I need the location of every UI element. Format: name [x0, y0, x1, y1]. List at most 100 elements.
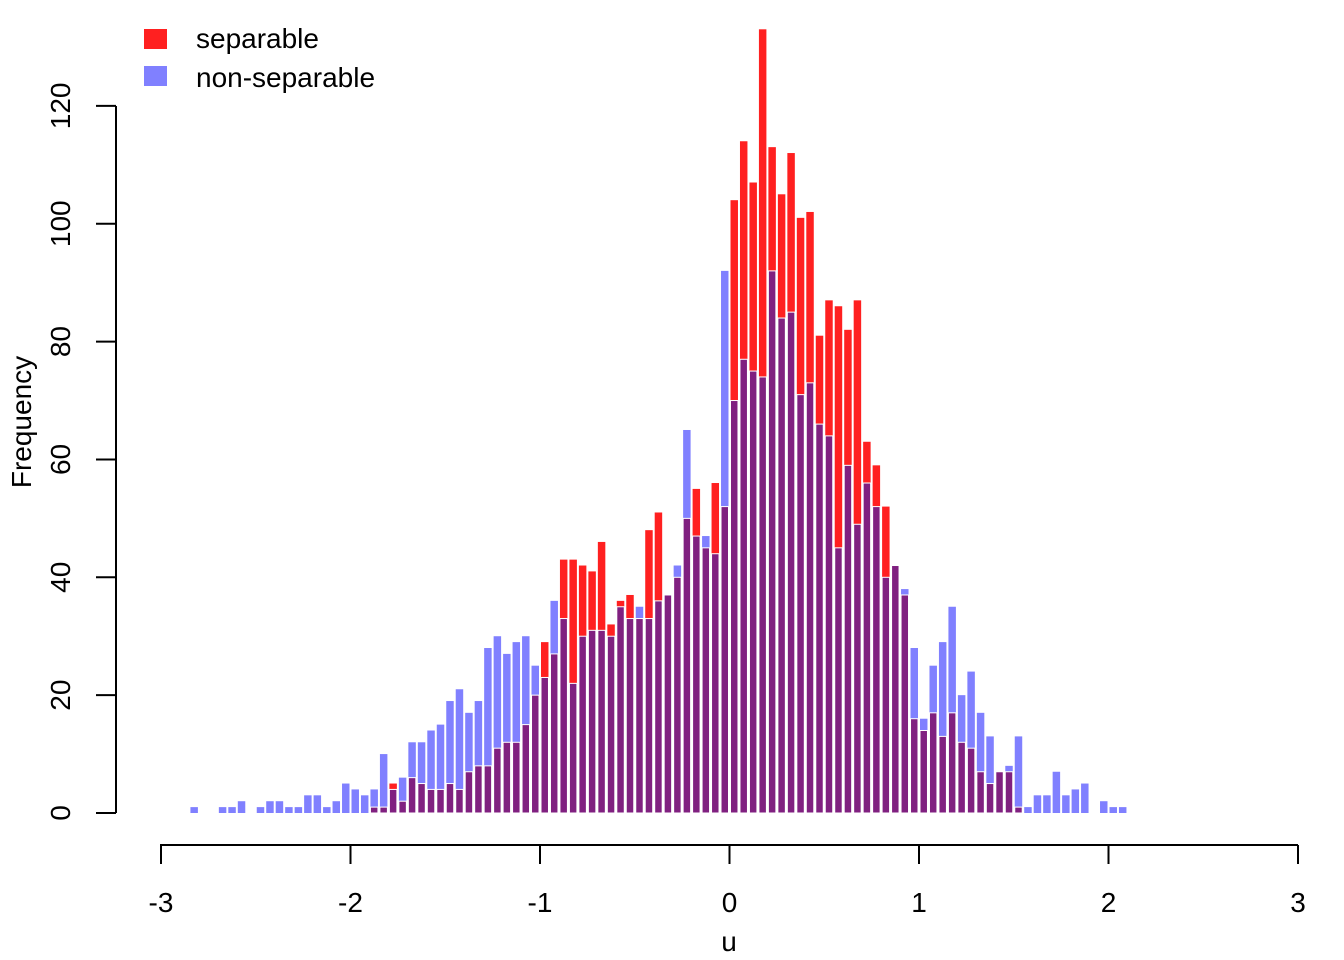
non-separable-bar — [948, 606, 956, 813]
overlap-bar — [720, 506, 730, 814]
overlap-bar — [862, 482, 872, 814]
overlap-bar — [976, 771, 985, 814]
overlap-bar — [786, 311, 796, 814]
overlap-bar — [966, 747, 976, 814]
overlap-bar — [388, 788, 398, 814]
non-separable-bar — [503, 653, 511, 813]
overlap-bar — [531, 694, 540, 814]
overlap-bar — [815, 423, 824, 814]
x-tick-label: -2 — [338, 887, 363, 918]
overlap-bar — [1004, 771, 1014, 814]
non-separable-bar — [275, 801, 284, 813]
non-separable-bar — [218, 807, 227, 813]
overlap-bar — [597, 629, 606, 814]
non-separable-bar — [256, 807, 265, 813]
overlap-bar — [663, 594, 673, 814]
non-separable-bar — [294, 807, 303, 813]
overlap-bar — [578, 635, 587, 814]
overlap-bar — [445, 783, 455, 814]
overlap-bar — [493, 747, 502, 814]
overlap-bar — [995, 771, 1004, 814]
non-separable-bar — [351, 789, 359, 813]
overlap-bar — [625, 618, 635, 814]
non-separable-bar — [1062, 795, 1070, 813]
overlap-bar — [682, 517, 692, 814]
overlap-bar — [881, 576, 891, 814]
non-separable-bar — [465, 712, 473, 813]
non-separable-bar — [493, 636, 502, 813]
non-separable-bar — [304, 795, 312, 813]
non-separable-bar — [1109, 807, 1117, 813]
overlap-bar — [474, 765, 483, 814]
non-separable-bar — [484, 648, 492, 813]
overlap-bar — [587, 629, 597, 814]
non-separable-bar — [228, 807, 236, 813]
overlap-bar — [635, 618, 644, 814]
overlap-bar — [777, 317, 786, 814]
x-tick-label: 1 — [911, 887, 927, 918]
y-tick-label: 20 — [45, 680, 76, 711]
overlap-bar — [701, 547, 711, 814]
overlap-bar — [502, 741, 512, 814]
non-separable-bar — [237, 801, 246, 813]
non-separable-bar — [379, 754, 388, 813]
legend-label-separable: separable — [196, 23, 319, 54]
y-tick-label: 0 — [45, 805, 76, 821]
overlap-bar — [616, 606, 625, 814]
overlap-bar — [805, 382, 815, 814]
non-separable-bar — [1033, 795, 1042, 813]
non-separable-bar — [417, 742, 426, 813]
overlap-bar — [654, 600, 663, 814]
non-separable-bar — [332, 801, 341, 813]
overlap-bar — [758, 376, 767, 814]
overlap-bar — [512, 741, 521, 814]
overlap-bar — [692, 535, 701, 814]
legend: separable non-separable — [144, 23, 375, 93]
non-separable-bar — [446, 701, 454, 813]
overlap-bar — [985, 783, 995, 814]
overlap-bar — [853, 523, 862, 814]
x-tick-label: -3 — [149, 887, 174, 918]
overlap-bar — [843, 464, 853, 814]
overlap-bar — [938, 735, 947, 814]
non-separable-bar — [1071, 789, 1080, 813]
overlap-bar — [369, 806, 379, 814]
overlap-bar — [957, 741, 966, 814]
x-tick-label: 0 — [722, 887, 738, 918]
overlap-bar — [407, 777, 417, 814]
y-tick-label: 80 — [45, 326, 76, 357]
non-separable-bar — [313, 795, 322, 813]
overlap-bar — [796, 394, 805, 814]
overlap-bar — [483, 765, 493, 814]
y-tick-label: 60 — [45, 444, 76, 475]
non-separable-bar — [1052, 771, 1061, 813]
overlap-bar — [947, 712, 957, 814]
non-separable-bar — [190, 807, 198, 813]
x-tick-label: 2 — [1101, 887, 1117, 918]
overlap-bar — [900, 594, 910, 814]
overlap-bar — [730, 400, 739, 814]
non-separable-bar — [1024, 807, 1032, 813]
overlap-bar — [919, 730, 928, 814]
overlap-bar — [824, 435, 834, 814]
overlap-bar — [559, 618, 568, 814]
non-separable-bar — [1118, 807, 1127, 813]
y-tick-label: 120 — [45, 83, 76, 130]
overlap-bar — [455, 788, 464, 814]
overlap-bar — [748, 370, 758, 814]
overlap-bar — [568, 682, 578, 814]
non-separable-bar — [967, 671, 975, 813]
overlap-bar — [540, 676, 549, 814]
non-separable-bar — [938, 642, 947, 813]
y-axis: 0 20 40 60 80 100 120 — [45, 83, 117, 821]
non-separable-bar — [1100, 801, 1108, 813]
non-separable-bar — [427, 730, 435, 813]
overlap-bar — [549, 653, 559, 814]
non-separable-bar — [323, 807, 331, 813]
y-tick-label: 40 — [45, 562, 76, 593]
overlap-bar — [426, 788, 436, 814]
overlap-bar — [928, 712, 938, 814]
overlap-bars — [369, 270, 1023, 814]
overlap-bar — [464, 771, 474, 814]
